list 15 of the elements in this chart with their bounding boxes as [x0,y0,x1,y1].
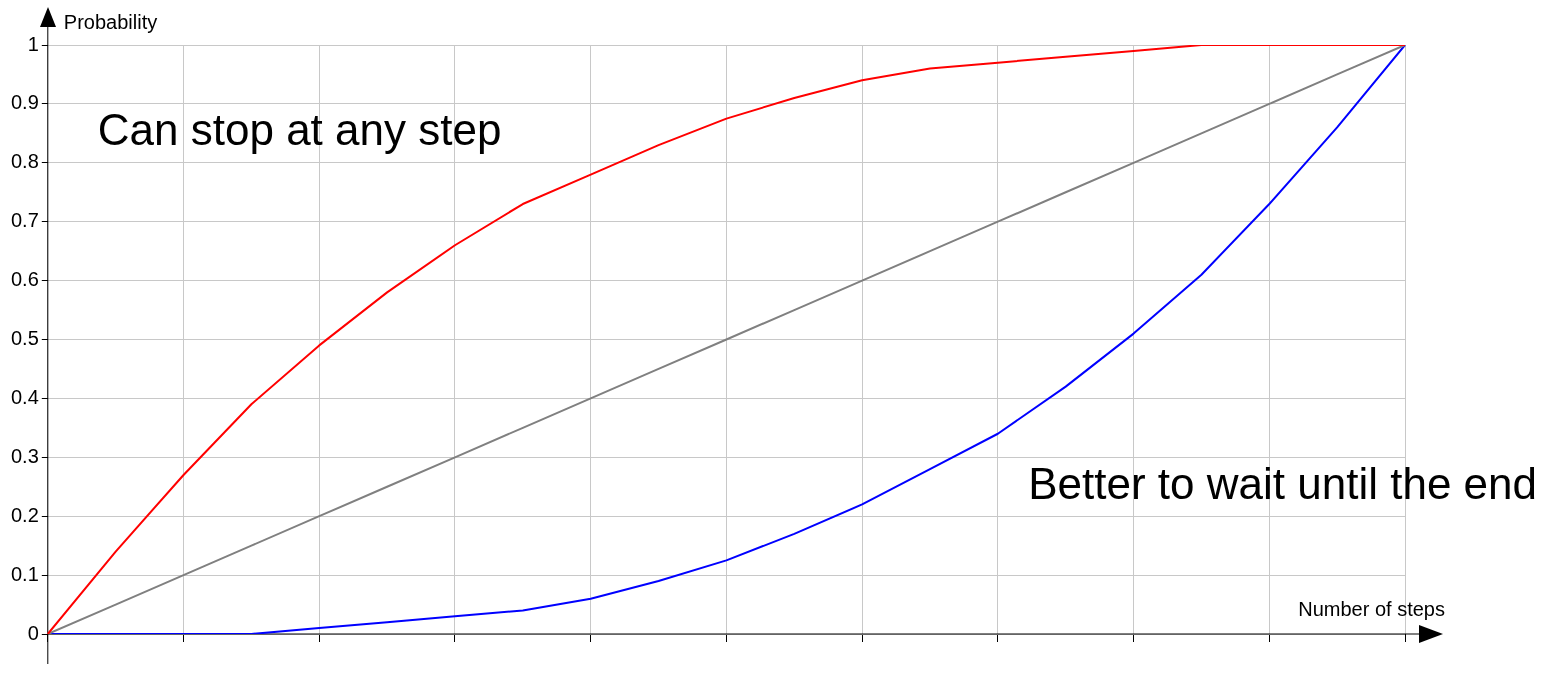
y-tick-label: 0.6 [10,268,39,291]
y-tick-label: 0.8 [10,150,39,173]
y-tick-label: 0.2 [10,503,39,526]
y-tick-label: 0.7 [10,209,39,232]
y-axis-title: Probability [63,10,158,33]
y-tick-label: 0.3 [10,444,39,467]
y-tick-label: 0.1 [10,562,39,585]
y-tick-label: 1 [27,32,39,55]
annotation: Better to wait until the end [1028,458,1537,508]
y-tick-label: 0.9 [10,91,39,114]
y-tick-label: 0 [27,621,39,644]
y-tick-label: 0.4 [10,385,39,408]
x-axis-title: Number of steps [1298,597,1445,620]
annotation: Can stop at any step [97,105,502,155]
y-tick-label: 0.5 [10,327,39,350]
